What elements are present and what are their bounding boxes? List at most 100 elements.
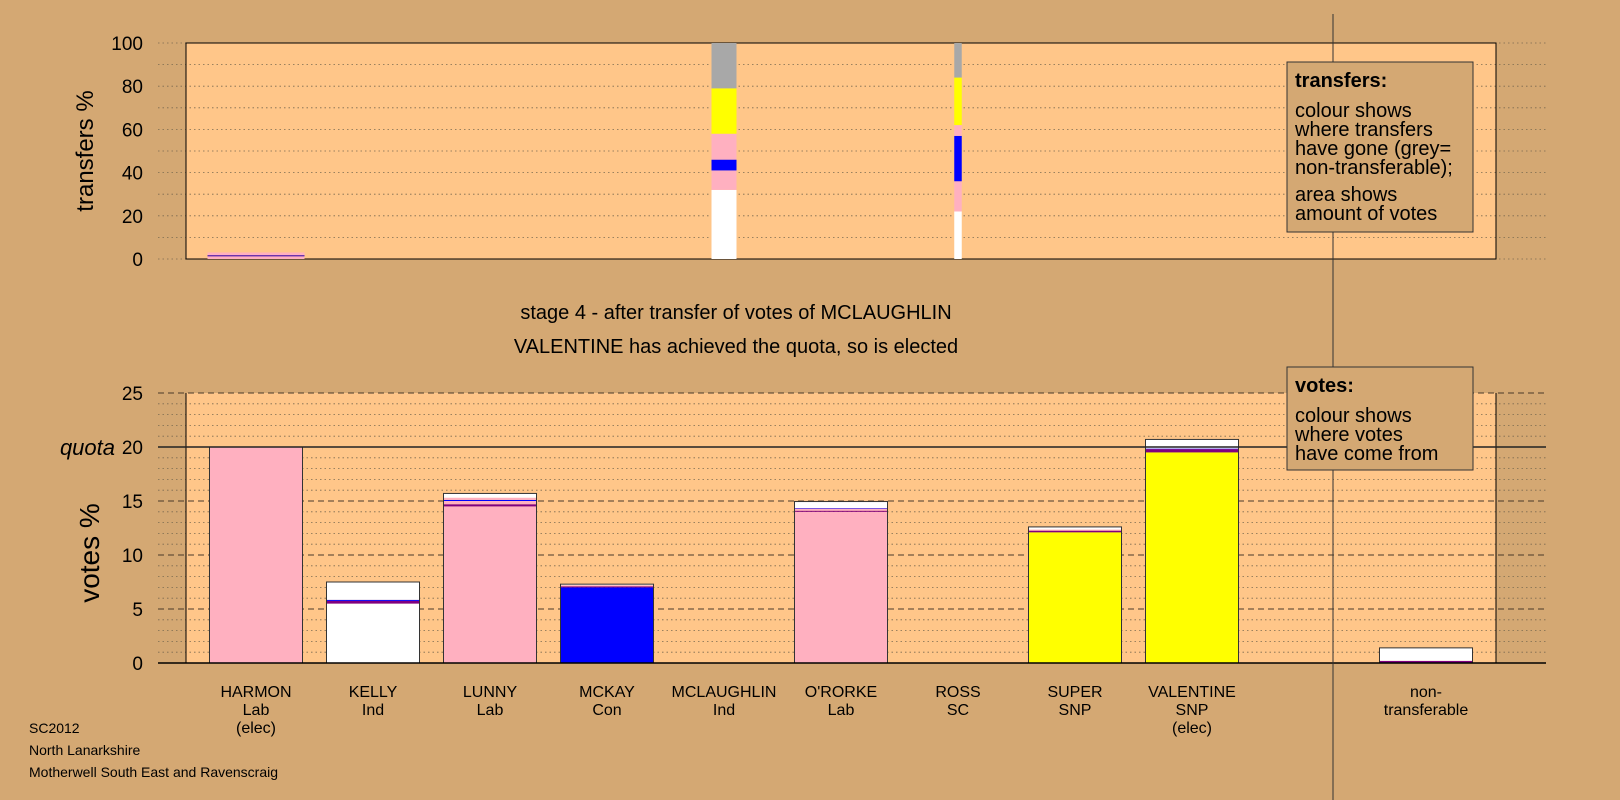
candidate-party-label: SNP <box>1176 702 1209 719</box>
votes-bar-segment <box>443 497 537 500</box>
votes-bar-segment <box>1028 529 1122 531</box>
transfers-legend-heading: transfers: <box>1295 70 1387 92</box>
candidate-name-label: O'RORKE <box>805 684 877 701</box>
votes-bar-segment <box>560 584 654 586</box>
votes-bar-segment <box>560 586 654 588</box>
transfers-plot-area <box>186 43 1496 259</box>
transfers-y-tick-label: 40 <box>122 164 143 185</box>
votes-bar-segment <box>443 506 537 663</box>
quota-label: quota <box>60 435 115 460</box>
transfers-legend-text: colour shows <box>1295 100 1412 122</box>
nontransferable-bar-segment <box>1379 660 1473 663</box>
transfer-segment <box>711 133 737 160</box>
votes-bar-segment <box>1028 526 1122 530</box>
candidate-name-label: KELLY <box>349 684 398 701</box>
transfers-legend-text: where transfers <box>1294 119 1433 141</box>
transfer-segment <box>954 43 962 78</box>
transfers-legend-text: have gone (grey= <box>1295 138 1451 160</box>
candidate-party-label: Lab <box>477 702 504 719</box>
votes-bar-segment <box>794 501 888 509</box>
stage-title: stage 4 - after transfer of votes of MCL… <box>520 302 951 324</box>
nontransferable-label-line2: transferable <box>1384 702 1469 719</box>
votes-bar-segment <box>443 501 537 505</box>
votes-bar-segment <box>1145 439 1239 449</box>
transfers-legend-text: amount of votes <box>1295 203 1437 225</box>
candidate-name-label: MCLAUGHLIN <box>672 684 777 701</box>
transfer-segment <box>954 77 962 126</box>
votes-bar-segment <box>1145 448 1239 450</box>
candidate-elected-label: (elec) <box>1172 720 1212 737</box>
votes-bar-segment <box>794 510 888 512</box>
transfers-y-tick-label: 100 <box>111 34 143 55</box>
votes-y-tick-label: 5 <box>132 600 143 621</box>
nontransferable-bar-segment <box>1379 647 1473 661</box>
votes-legend-box <box>1286 366 1474 471</box>
candidate-name-label: LUNNY <box>463 684 518 701</box>
votes-y-tick-label: 0 <box>132 654 143 675</box>
transfers-y-tick-label: 60 <box>122 120 143 141</box>
votes-bar-segment <box>560 587 654 663</box>
transfer-segment <box>711 159 737 171</box>
votes-bar-segment <box>1028 530 1122 533</box>
votes-legend-text: have come from <box>1295 443 1438 465</box>
candidate-name-label: VALENTINE <box>1148 684 1236 701</box>
transfers-y-tick-label: 0 <box>132 250 143 271</box>
footer-council: North Lanarkshire <box>29 742 141 758</box>
candidate-party-label: SNP <box>1059 702 1092 719</box>
candidate-party-label: Con <box>592 702 621 719</box>
transfer-segment <box>954 135 962 182</box>
votes-bar-segment <box>1145 452 1239 663</box>
votes-bar-segment <box>443 504 537 507</box>
transfer-segment <box>954 211 962 259</box>
votes-bar-segment <box>443 499 537 501</box>
votes-bar-segment <box>326 582 420 600</box>
transfers-plot-frame <box>185 42 1497 260</box>
votes-bar-segment <box>1028 532 1122 663</box>
votes-bar-segment <box>794 511 888 663</box>
votes-y-tick-label: 15 <box>122 492 143 513</box>
votes-legend-heading: votes: <box>1295 375 1354 397</box>
transfers-y-tick-label: 20 <box>122 207 143 228</box>
transfer-segment <box>711 43 737 89</box>
votes-y-tick-label: 10 <box>122 546 143 567</box>
footer-year: SC2012 <box>29 720 80 736</box>
transfer-segment <box>711 189 737 259</box>
transfer-segment <box>954 125 962 136</box>
votes-legend-text: where votes <box>1294 424 1403 446</box>
transfers-legend-text: non-transferable); <box>1295 157 1453 179</box>
votes-bar-segment <box>560 585 654 587</box>
candidate-name-label: ROSS <box>935 684 980 701</box>
votes-bar-segment <box>794 508 888 509</box>
transfers-y-axis-label: transfers % <box>72 90 99 211</box>
votes-bar-segment <box>326 599 420 601</box>
votes-y-tick-label: 20 <box>122 438 143 459</box>
candidate-party-label: Lab <box>243 702 270 719</box>
candidate-party-label: Lab <box>828 702 855 719</box>
votes-bar-segment <box>794 508 888 511</box>
transfer-segment <box>711 170 737 190</box>
transfers-legend-box <box>1286 61 1474 233</box>
stage-subtitle: VALENTINE has achieved the quota, so is … <box>514 336 958 358</box>
candidate-party-label: Ind <box>713 702 735 719</box>
candidate-name-label: MCKAY <box>579 684 635 701</box>
transfer-segment <box>711 88 737 134</box>
candidate-name-label: HARMON <box>220 684 291 701</box>
transfers-legend-text: area shows <box>1295 184 1397 206</box>
votes-y-tick-label: 25 <box>122 384 143 405</box>
votes-legend-text: colour shows <box>1295 405 1412 427</box>
footer-ward: Motherwell South East and Ravenscraig <box>29 764 279 780</box>
votes-bar-segment <box>443 493 537 498</box>
candidate-name-label: SUPER <box>1047 684 1102 701</box>
transfers-y-tick-label: 80 <box>122 77 143 98</box>
transfer-segment <box>954 181 962 212</box>
nontransferable-label-line1: non- <box>1410 684 1442 701</box>
candidate-party-label: Ind <box>362 702 384 719</box>
votes-bar-segment <box>326 600 420 604</box>
votes-y-axis-label: votes % <box>74 503 105 603</box>
votes-bar-segment <box>326 603 420 663</box>
votes-bar-segment <box>209 447 303 663</box>
candidate-elected-label: (elec) <box>236 720 276 737</box>
votes-bar-segment <box>1145 449 1239 453</box>
candidate-party-label: SC <box>947 702 969 719</box>
